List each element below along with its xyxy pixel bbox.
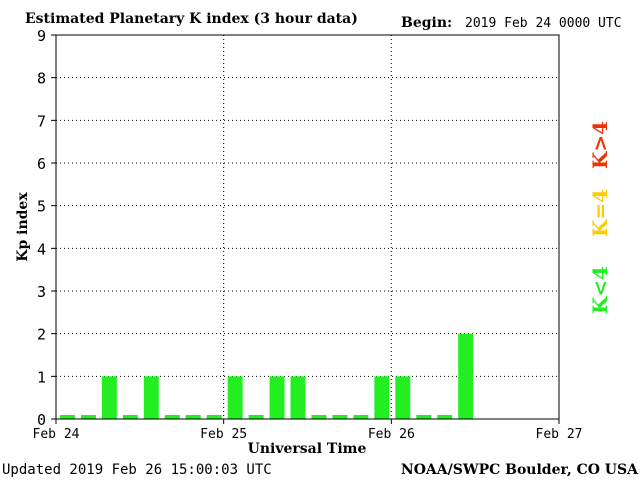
bars bbox=[60, 333, 474, 419]
kp-bar bbox=[185, 415, 201, 419]
x-tick-label: Feb 27 bbox=[536, 427, 583, 442]
legend-item: K<4 bbox=[588, 266, 612, 314]
x-tick-label: Feb 26 bbox=[368, 427, 415, 442]
kp-bar bbox=[353, 415, 369, 419]
kp-bar bbox=[143, 376, 159, 419]
kp-bar bbox=[206, 415, 222, 419]
kp-bar bbox=[311, 415, 327, 419]
grid-lines bbox=[56, 35, 559, 419]
kp-bar bbox=[416, 415, 432, 419]
y-tick-label: 6 bbox=[37, 155, 46, 173]
y-axis-label: Kp index bbox=[15, 192, 31, 262]
legend: K<4 K=4 K>4 bbox=[588, 121, 612, 314]
data-source: NOAA/SWPC Boulder, CO USA bbox=[401, 462, 639, 478]
chart-title: Estimated Planetary K index (3 hour data… bbox=[25, 11, 358, 27]
begin-label: Begin: bbox=[401, 15, 452, 31]
y-tick-label: 1 bbox=[37, 368, 46, 386]
y-tick-label: 7 bbox=[37, 112, 46, 130]
y-tick-label: 5 bbox=[37, 198, 46, 216]
kp-bar bbox=[80, 415, 96, 419]
x-axis-label: Universal Time bbox=[248, 441, 367, 457]
y-tick-label: 9 bbox=[37, 27, 46, 45]
begin-value: 2019 Feb 24 0000 UTC bbox=[465, 16, 622, 31]
y-axis-ticks: 0 1 2 3 4 5 6 7 8 9 bbox=[37, 27, 56, 429]
kp-bar bbox=[122, 415, 138, 419]
kp-bar bbox=[248, 415, 264, 419]
kp-bar bbox=[395, 376, 411, 419]
kp-bar bbox=[101, 376, 117, 419]
kp-bar bbox=[290, 376, 306, 419]
legend-item: K>4 bbox=[588, 121, 612, 169]
kp-bar bbox=[458, 333, 474, 419]
y-tick-label: 8 bbox=[37, 70, 46, 88]
legend-item: K=4 bbox=[588, 189, 612, 237]
x-tick-label: Feb 24 bbox=[33, 427, 80, 442]
kp-bar bbox=[437, 415, 453, 419]
x-axis-ticks: Feb 24 Feb 25 Feb 26 Feb 27 bbox=[33, 419, 583, 442]
y-tick-label: 3 bbox=[37, 283, 46, 301]
kp-bar bbox=[269, 376, 285, 419]
y-tick-label: 0 bbox=[37, 411, 46, 429]
kp-bar bbox=[164, 415, 180, 419]
kp-bar bbox=[332, 415, 348, 419]
kp-bar bbox=[227, 376, 243, 419]
kp-bar bbox=[60, 415, 75, 419]
plot-frame bbox=[55, 34, 560, 420]
x-tick-label: Feb 25 bbox=[200, 427, 247, 442]
kp-bar bbox=[374, 376, 390, 419]
y-tick-label: 4 bbox=[37, 240, 46, 258]
updated-timestamp: Updated 2019 Feb 26 15:00:03 UTC bbox=[2, 462, 272, 478]
y-tick-label: 2 bbox=[37, 326, 46, 344]
